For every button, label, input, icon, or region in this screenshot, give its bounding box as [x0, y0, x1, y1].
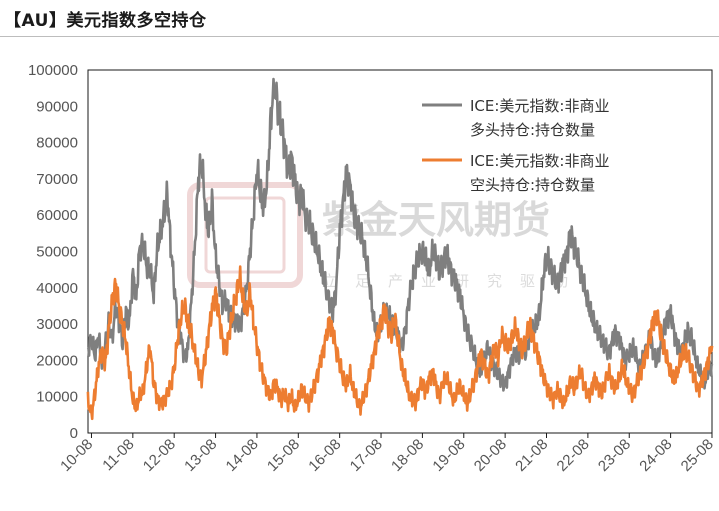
x-tick-label: 15-08	[264, 436, 303, 475]
title-divider	[0, 36, 719, 37]
short-position-line	[86, 265, 714, 421]
y-tick-label: 30000	[36, 316, 78, 333]
series-lines	[86, 77, 714, 421]
y-tick-label: 0	[70, 425, 78, 442]
y-tick-label: 10000	[36, 389, 78, 406]
x-tick-label: 25-08	[678, 436, 717, 475]
watermark-seal	[187, 182, 303, 288]
y-axis-ticks: 0 10000 20000 30000 40000 50000 60000 70000 8000…	[28, 62, 78, 442]
x-tick-label: 22-08	[554, 436, 593, 475]
x-tick-label: 12-08	[140, 436, 179, 475]
x-tick-label: 19-08	[429, 436, 468, 475]
y-tick-label: 100000	[28, 62, 78, 79]
x-tick-label: 14-08	[223, 436, 262, 475]
y-tick-label: 60000	[36, 207, 78, 224]
x-tick-label: 16-08	[305, 436, 344, 475]
legend-label: ICE:美元指数:非商业	[470, 97, 609, 115]
watermark-slogan: 立足产业研究驱动	[322, 272, 586, 290]
x-tick-label: 23-08	[595, 436, 634, 475]
legend-label: 多头持仓:持仓数量	[470, 121, 595, 139]
y-tick-label: 20000	[36, 352, 78, 369]
x-tick-label: 24-08	[636, 436, 675, 475]
x-axis-ticks: 10-08 11-08 12-08 13-08 14-08 15-08 16-08 17-08…	[57, 433, 717, 475]
x-tick-label: 20-08	[471, 436, 510, 475]
axes	[87, 69, 713, 434]
y-tick-label: 40000	[36, 280, 78, 297]
x-tick-label: 17-08	[347, 436, 386, 475]
legend-label: 空头持仓:持仓数量	[470, 176, 595, 194]
x-tick-label: 11-08	[99, 436, 137, 474]
y-tick-label: 70000	[36, 171, 78, 188]
y-tick-label: 80000	[36, 135, 78, 152]
y-tick-label: 90000	[36, 98, 78, 115]
y-tick-label: 50000	[36, 244, 78, 261]
x-tick-label: 18-08	[388, 436, 427, 475]
x-tick-label: 21-08	[512, 436, 551, 475]
chart-title: 【AU】美元指数多空持仓	[4, 11, 207, 31]
legend-label: ICE:美元指数:非商业	[470, 152, 609, 170]
x-tick-label: 13-08	[181, 436, 220, 475]
plot-area-border	[87, 69, 713, 434]
